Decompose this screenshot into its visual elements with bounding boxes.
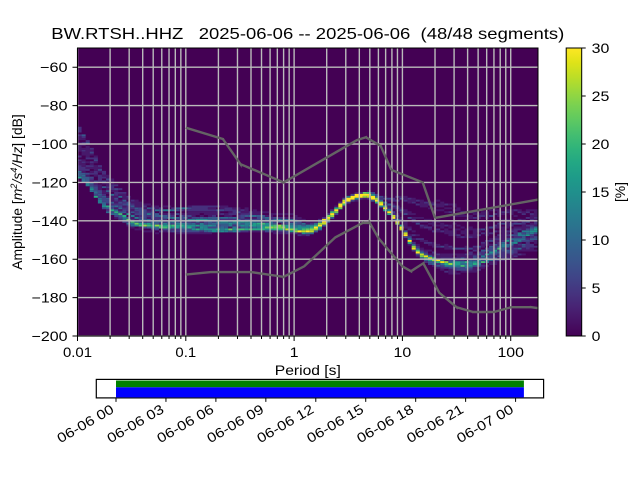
svg-text:25: 25 [592, 88, 610, 104]
svg-text:0: 0 [592, 328, 601, 344]
svg-text:−180: −180 [32, 290, 68, 306]
svg-text:−120: −120 [32, 174, 68, 190]
svg-text:20: 20 [592, 136, 610, 152]
svg-text:BW.RTSH..HHZ 2025-06-06 -- 2: BW.RTSH..HHZ 2025-06-06 -- 2025-06-06 (4… [51, 26, 564, 43]
svg-text:0.01: 0.01 [63, 344, 92, 360]
svg-text:1: 1 [290, 344, 299, 360]
svg-text:5: 5 [592, 280, 601, 296]
svg-text:[%]: [%] [612, 182, 628, 202]
svg-text:Period [s]: Period [s] [275, 362, 341, 378]
svg-text:15: 15 [592, 184, 610, 200]
svg-text:30: 30 [592, 40, 610, 56]
svg-text:−140: −140 [32, 213, 68, 229]
svg-text:−80: −80 [40, 98, 68, 114]
svg-text:10: 10 [592, 232, 610, 248]
svg-text:−60: −60 [40, 59, 68, 75]
svg-text:Amplitude [m2/s4/Hz] [dB]: Amplitude [m2/s4/Hz] [dB] [9, 114, 25, 270]
svg-text:10: 10 [394, 344, 412, 360]
svg-text:−200: −200 [32, 328, 68, 344]
svg-text:0.1: 0.1 [175, 344, 196, 360]
svg-text:100: 100 [497, 344, 524, 360]
svg-text:−160: −160 [32, 251, 68, 267]
svg-text:−100: −100 [32, 136, 68, 152]
